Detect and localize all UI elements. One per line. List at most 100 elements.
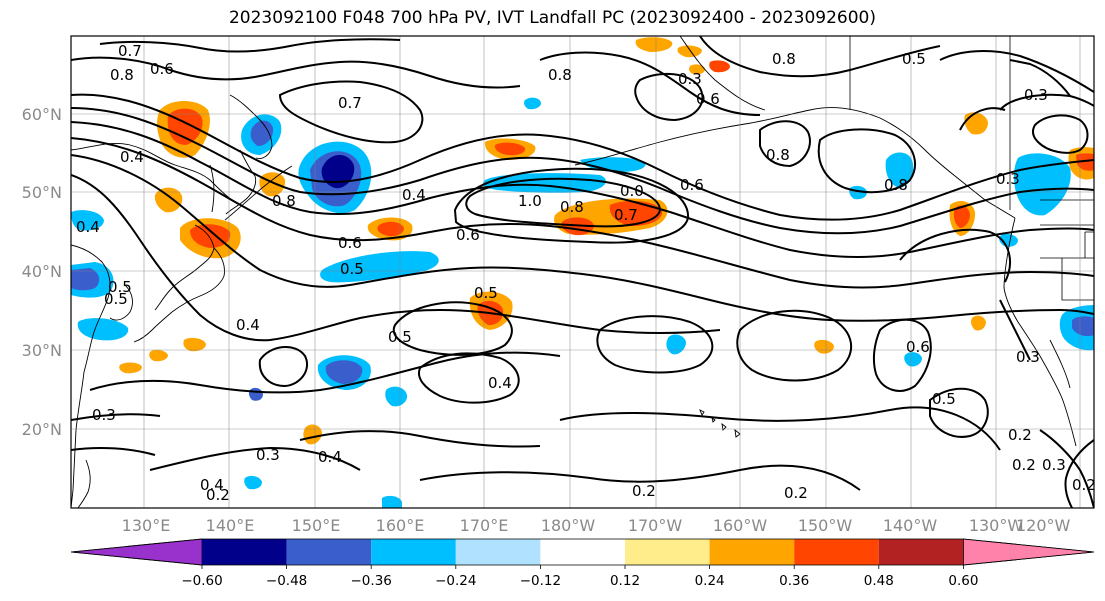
contour-label: 0.3 xyxy=(678,70,702,88)
contour-line xyxy=(71,174,721,342)
lon-label: 150°E xyxy=(292,516,341,535)
contour-line xyxy=(465,177,662,228)
contour-label: 0.2 xyxy=(784,484,808,502)
coastline xyxy=(77,459,91,508)
contour-label: 0.3 xyxy=(92,406,116,424)
colorbar-segment xyxy=(371,539,456,565)
shade-blob xyxy=(190,224,231,248)
contour-label: 0.0 xyxy=(620,182,644,200)
shade-blob xyxy=(494,142,526,156)
shade-blob xyxy=(904,352,922,367)
lon-label: 160°E xyxy=(376,516,425,535)
contour-line xyxy=(736,309,853,382)
contour-line xyxy=(299,430,541,448)
lon-label: 140°E xyxy=(206,516,255,535)
lat-label: 40°N xyxy=(22,262,62,281)
contour-label: 0.2 xyxy=(1012,456,1036,474)
coastline xyxy=(71,142,241,206)
colorbar-extend-max xyxy=(963,538,1095,566)
contour-line xyxy=(1009,59,1071,97)
contour-label: 0.2 xyxy=(206,486,230,504)
colorbar-ticks xyxy=(201,565,964,569)
shade-blob xyxy=(885,152,914,188)
shade-blob xyxy=(77,318,129,341)
colorbar: −0.60 −0.48 −0.36 −0.24 −0.12 0.12 0.24 … xyxy=(70,538,1095,589)
lon-label: 170°W xyxy=(628,516,683,535)
colorbar-label: −0.36 xyxy=(351,573,392,589)
colorbar-label: 0.36 xyxy=(779,573,809,589)
contour-label: 0.3 xyxy=(256,446,280,464)
contour-label: 0.4 xyxy=(200,476,224,494)
political-border xyxy=(1084,231,1094,258)
colorbar-label: −0.60 xyxy=(181,573,222,589)
colorbar-segment xyxy=(878,539,964,565)
contour-line xyxy=(71,121,1094,259)
contour-line xyxy=(71,137,1094,289)
contour-line xyxy=(634,72,704,122)
colorbar-label: −0.48 xyxy=(266,573,307,589)
shade-blob xyxy=(119,362,142,374)
colorbar-label: 0.60 xyxy=(948,573,978,589)
contour-label: 0.8 xyxy=(110,66,134,84)
contour-label: 0.5 xyxy=(388,328,412,346)
colorbar-segment xyxy=(540,539,625,565)
colorbar-labels: −0.60 −0.48 −0.36 −0.24 −0.12 0.12 0.24 … xyxy=(181,573,978,589)
lon-label: 170°E xyxy=(460,516,509,535)
contour-label: 0.5 xyxy=(108,278,132,296)
contour-line xyxy=(71,413,161,421)
contour-label: 0.6 xyxy=(456,226,480,244)
contour-label: 0.6 xyxy=(338,234,362,252)
contour-label: 0.4 xyxy=(120,148,144,166)
shade-blob xyxy=(1072,316,1094,337)
coastline xyxy=(679,36,766,111)
contour-label: 1.0 xyxy=(518,192,542,210)
map-area: 0.7 0.6 0.8 0.8 0.7 0.5 0.3 0.6 0.8 0.4 … xyxy=(71,36,1096,508)
contour-label: 0.6 xyxy=(680,176,704,194)
shade-blob xyxy=(377,221,404,237)
contour-line xyxy=(71,56,521,89)
lat-label: 30°N xyxy=(22,341,62,360)
contour-label: 0.3 xyxy=(1042,456,1066,474)
coastline xyxy=(1003,217,1041,357)
colorbar-label: 0.48 xyxy=(864,573,894,589)
latitude-labels: 60°N 50°N 40°N 30°N 20°N xyxy=(22,105,62,439)
colorbar-extend-min xyxy=(70,538,203,566)
shade-blob xyxy=(709,60,730,73)
contour-line xyxy=(872,318,932,392)
shade-blob xyxy=(71,210,104,231)
contour-line xyxy=(71,154,1094,322)
shade-blob xyxy=(154,187,183,213)
shade-blob xyxy=(666,334,686,355)
colorbar-label: 0.12 xyxy=(610,573,640,589)
contour-label: 0.7 xyxy=(614,206,638,224)
shade-blob xyxy=(524,97,541,110)
coastline xyxy=(133,311,173,343)
contour-label: 0.2 xyxy=(1008,426,1032,444)
shade-blob xyxy=(635,37,673,52)
contour-label: 0.3 xyxy=(1024,86,1048,104)
coastline xyxy=(154,224,215,311)
contour-label: 0.5 xyxy=(902,50,926,68)
island xyxy=(699,409,741,438)
pv-contours xyxy=(71,36,1094,508)
lon-label: 140°W xyxy=(883,516,938,535)
shade-blob xyxy=(259,172,286,197)
shade-blob xyxy=(149,349,168,362)
colorbar-segment xyxy=(794,539,879,565)
contour-label: 0.3 xyxy=(996,170,1020,188)
shade-blob xyxy=(483,173,606,193)
lon-label: 120°W xyxy=(1016,516,1071,535)
contour-line xyxy=(418,352,520,404)
contour-line xyxy=(71,93,1094,221)
contour-line xyxy=(392,301,513,356)
lat-label: 50°N xyxy=(22,183,62,202)
coastline xyxy=(574,109,811,166)
contour-label: 0.4 xyxy=(76,218,100,236)
contour-line xyxy=(1032,114,1089,154)
lon-label: 150°W xyxy=(798,516,853,535)
contour-label: 0.6 xyxy=(696,90,720,108)
contour-line xyxy=(71,446,156,456)
contour-label: 0.2 xyxy=(1072,476,1096,494)
contour-line xyxy=(699,36,941,78)
contour-label: 0.5 xyxy=(104,290,128,308)
